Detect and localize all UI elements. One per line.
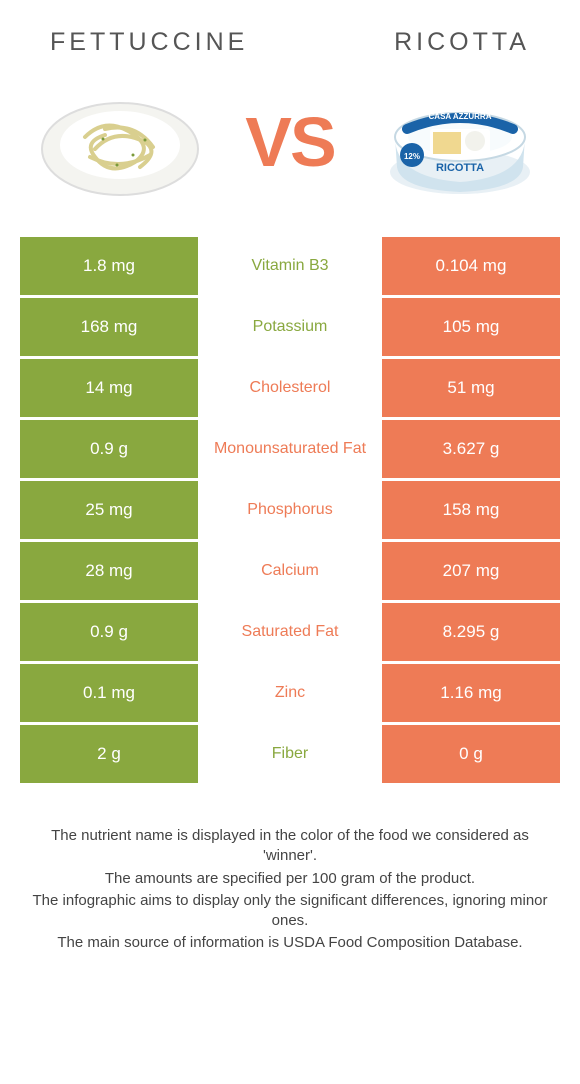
table-row: 0.9 gSaturated Fat8.295 g	[20, 603, 560, 661]
nutrient-name: Saturated Fat	[201, 603, 379, 661]
nutrient-name: Phosphorus	[201, 481, 379, 539]
nutrient-name: Vitamin B3	[201, 237, 379, 295]
table-row: 0.9 gMonounsaturated Fat3.627 g	[20, 420, 560, 478]
left-value: 14 mg	[20, 359, 198, 417]
table-row: 0.1 mgZinc1.16 mg	[20, 664, 560, 722]
right-value: 8.295 g	[382, 603, 560, 661]
right-value: 51 mg	[382, 359, 560, 417]
footer-line: The main source of information is USDA F…	[22, 933, 558, 953]
svg-text:CASA AZZURRA: CASA AZZURRA	[429, 112, 492, 121]
table-row: 1.8 mgVitamin B30.104 mg	[20, 237, 560, 295]
food-right-title: RICOTTA	[394, 28, 530, 57]
nutrient-name: Potassium	[201, 298, 379, 356]
nutrient-name: Fiber	[201, 725, 379, 783]
food-left-title: FETTUCCINE	[50, 28, 248, 57]
comparison-table: 1.8 mgVitamin B30.104 mg168 mgPotassium1…	[20, 237, 560, 783]
footer-line: The infographic aims to display only the…	[22, 891, 558, 932]
footer-line: The nutrient name is displayed in the co…	[22, 826, 558, 867]
table-row: 28 mgCalcium207 mg	[20, 542, 560, 600]
nutrient-name: Cholesterol	[201, 359, 379, 417]
fettuccine-image	[35, 77, 205, 207]
nutrient-name: Calcium	[201, 542, 379, 600]
right-value: 105 mg	[382, 298, 560, 356]
left-value: 25 mg	[20, 481, 198, 539]
ricotta-image: CASA AZZURRA RICOTTA 12%	[375, 77, 545, 207]
left-value: 0.1 mg	[20, 664, 198, 722]
right-value: 1.16 mg	[382, 664, 560, 722]
table-row: 168 mgPotassium105 mg	[20, 298, 560, 356]
table-row: 14 mgCholesterol51 mg	[20, 359, 560, 417]
left-value: 168 mg	[20, 298, 198, 356]
table-row: 25 mgPhosphorus158 mg	[20, 481, 560, 539]
left-value: 1.8 mg	[20, 237, 198, 295]
footer-notes: The nutrient name is displayed in the co…	[0, 786, 580, 954]
right-value: 0.104 mg	[382, 237, 560, 295]
vs-label: VS	[245, 102, 334, 182]
left-value: 28 mg	[20, 542, 198, 600]
left-value: 0.9 g	[20, 420, 198, 478]
svg-text:12%: 12%	[404, 152, 420, 161]
right-value: 207 mg	[382, 542, 560, 600]
left-value: 0.9 g	[20, 603, 198, 661]
svg-text:RICOTTA: RICOTTA	[436, 162, 484, 174]
footer-line: The amounts are specified per 100 gram o…	[22, 869, 558, 889]
right-value: 0 g	[382, 725, 560, 783]
right-value: 158 mg	[382, 481, 560, 539]
table-row: 2 gFiber0 g	[20, 725, 560, 783]
right-value: 3.627 g	[382, 420, 560, 478]
nutrient-name: Zinc	[201, 664, 379, 722]
left-value: 2 g	[20, 725, 198, 783]
nutrient-name: Monounsaturated Fat	[201, 420, 379, 478]
